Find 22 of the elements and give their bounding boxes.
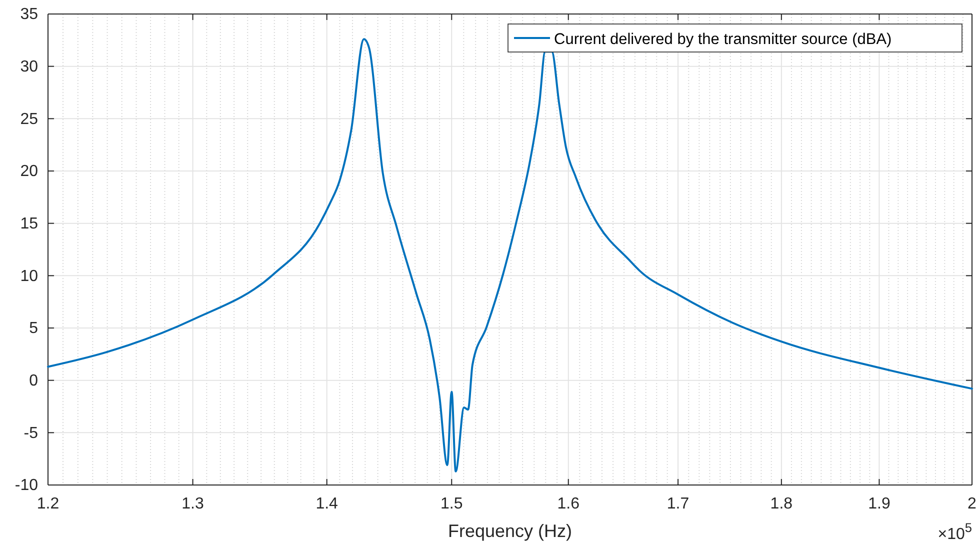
y-tick-label: -10 [14,477,38,494]
y-tick-label: 35 [20,6,38,24]
y-tick-label: 30 [20,58,38,76]
x-tick-label: 1.4 [316,495,338,512]
x-axis-title: Frequency (Hz) [448,521,572,541]
y-tick-label: 10 [20,268,38,285]
x-tick-label: 1.2 [36,495,60,512]
x-tick-label: 1.6 [557,495,580,512]
x-tick-label: 1.5 [440,495,463,512]
y-tick-label: 20 [20,163,38,180]
text: ×10$^{5}$ [938,520,972,543]
y-tick-label: -5 [24,424,38,442]
y-tick-label: 0 [29,372,38,390]
legend-label: Current delivered by the transmitter source (dBA) [554,31,892,48]
y-tick-label: 15 [20,215,38,232]
x-tick-label: 1.3 [182,495,204,512]
y-tick-label: 5 [29,320,38,338]
x-tick-label: 1.7 [666,495,690,512]
x-tick-label: 1.8 [770,495,793,512]
x-tick-label: 1.9 [868,495,890,512]
y-tick-label: 25 [20,110,38,128]
x-tick-label: 2 [968,495,977,512]
